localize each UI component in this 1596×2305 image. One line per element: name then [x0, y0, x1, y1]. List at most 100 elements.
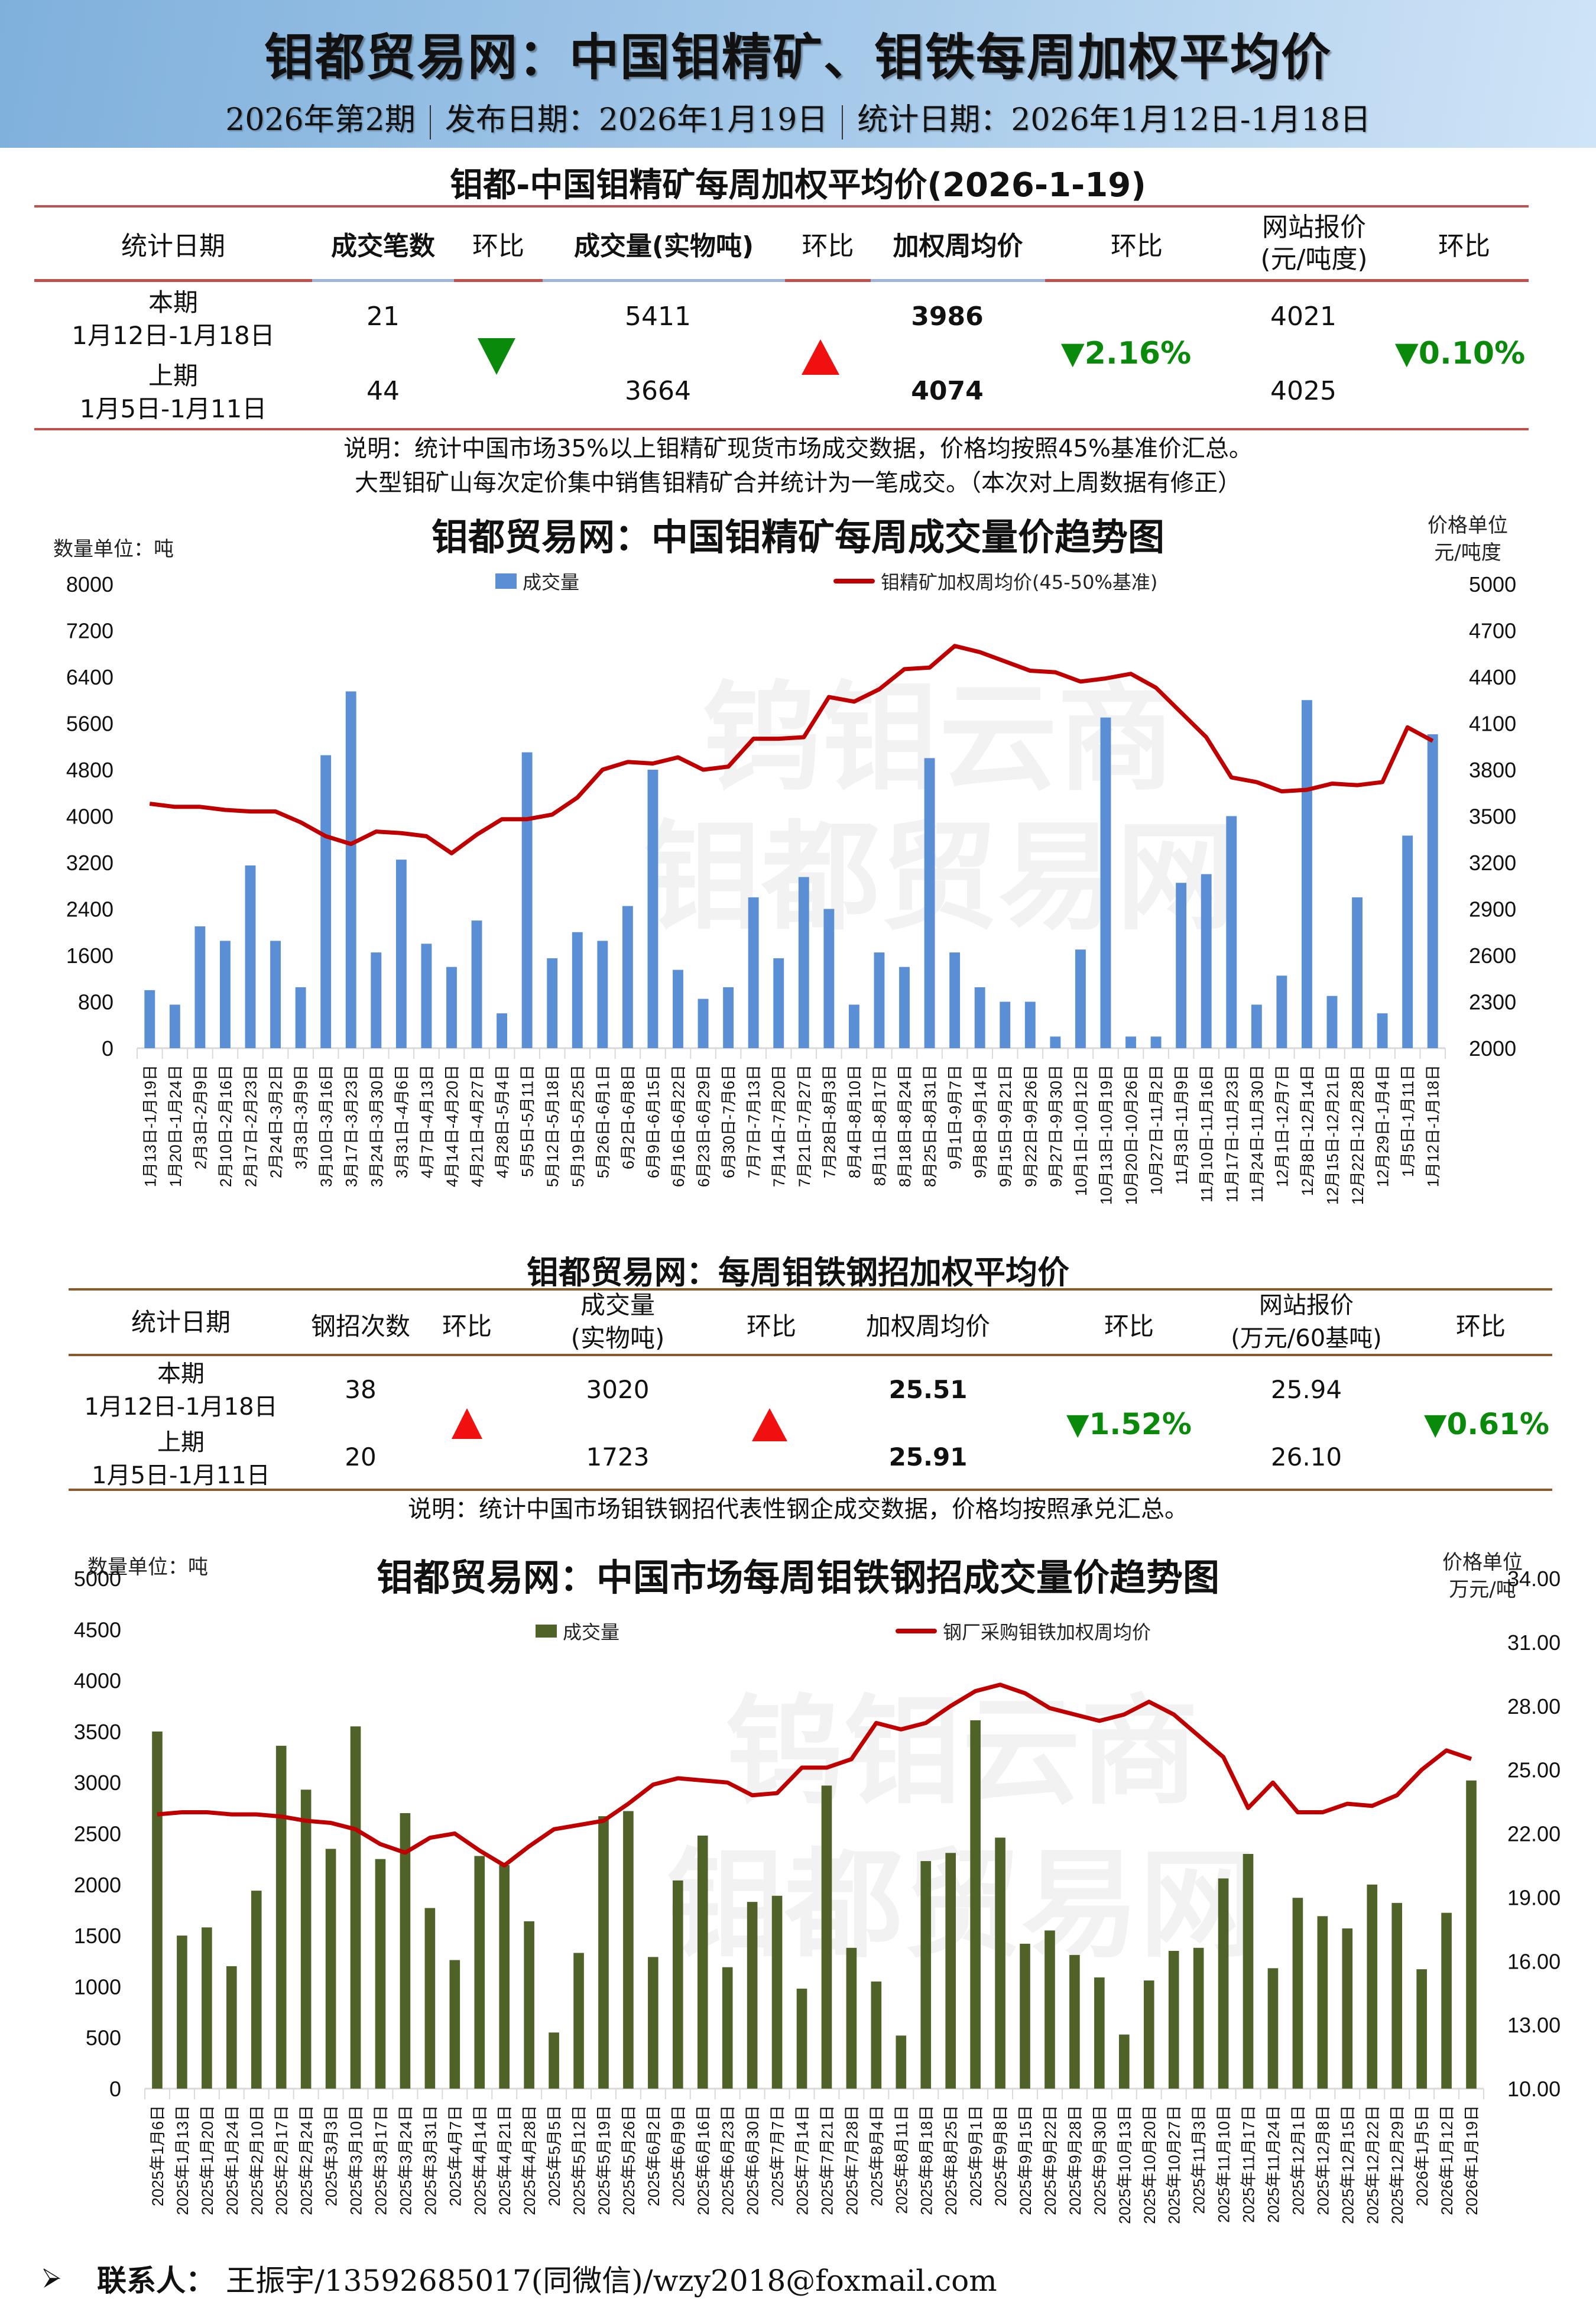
current-avg-price: 3986 — [911, 302, 984, 332]
svg-text:2025年9月1日: 2025年9月1日 — [967, 2105, 985, 2206]
table2-top-rule — [69, 1288, 1552, 1291]
svg-text:2025年11月24日: 2025年11月24日 — [1264, 2105, 1282, 2223]
bar — [1168, 1950, 1179, 2089]
svg-text:12月15日-12月21日: 12月15日-12月21日 — [1323, 1065, 1341, 1205]
col-header-bid-count: 钢招次数 — [310, 1312, 410, 1341]
svg-text:3200: 3200 — [1469, 851, 1516, 875]
col-header-change: 环比 — [1455, 1312, 1506, 1341]
svg-text:2025年6月23日: 2025年6月23日 — [719, 2105, 737, 2215]
col-header-change: 环比 — [472, 231, 524, 261]
chart1-legend-bar: 成交量 — [495, 568, 579, 595]
svg-text:4月28日-5月4日: 4月28日-5月4日 — [494, 1065, 511, 1178]
svg-text:13.00: 13.00 — [1507, 2013, 1561, 2037]
svg-text:2025年10月27日: 2025年10月27日 — [1166, 2105, 1183, 2224]
svg-text:9月27日-9月30日: 9月27日-9月30日 — [1047, 1065, 1065, 1187]
svg-text:2000: 2000 — [74, 1873, 121, 1897]
bar — [974, 987, 985, 1048]
svg-text:2025年3月10日: 2025年3月10日 — [348, 2105, 365, 2215]
bar — [521, 752, 533, 1048]
col-header-site-price: 网站报价 (万元/60基吨) — [1231, 1292, 1382, 1352]
svg-text:2025年6月16日: 2025年6月16日 — [695, 2105, 712, 2215]
bar — [899, 967, 910, 1048]
bar — [821, 1785, 832, 2089]
divider — [842, 105, 844, 140]
svg-text:2025年4月7日: 2025年4月7日 — [446, 2105, 464, 2206]
count-down-arrow-icon — [478, 338, 515, 375]
svg-text:1500: 1500 — [74, 1924, 121, 1948]
svg-text:8月11日-8月17日: 8月11日-8月17日 — [871, 1065, 888, 1186]
svg-text:5000: 5000 — [74, 1567, 121, 1591]
svg-text:2900: 2900 — [1469, 897, 1516, 922]
svg-text:2025年8月18日: 2025年8月18日 — [917, 2105, 935, 2215]
svg-text:2026年1月5日: 2026年1月5日 — [1413, 2105, 1431, 2206]
col-header-change: 环比 — [802, 231, 854, 261]
bar — [748, 897, 759, 1048]
col-header-count: 成交笔数 — [331, 231, 435, 261]
svg-text:8000: 8000 — [66, 572, 113, 596]
bar — [1201, 874, 1212, 1048]
bar — [1276, 975, 1287, 1048]
table2-header-rule — [69, 1354, 1552, 1356]
bar — [226, 1966, 237, 2089]
svg-text:2025年2月10日: 2025年2月10日 — [248, 2105, 266, 2215]
row-current-date: 本期 1月12日-1月18日 — [72, 288, 275, 350]
svg-text:800: 800 — [78, 990, 113, 1014]
svg-text:6月23日-6月29日: 6月23日-6月29日 — [695, 1065, 713, 1187]
col-header-avg-price: 加权周均价 — [865, 1312, 990, 1341]
svg-text:2025年10月13日: 2025年10月13日 — [1116, 2105, 1134, 2224]
table1-top-rule — [34, 205, 1529, 208]
svg-text:2026年1月19日: 2026年1月19日 — [1463, 2105, 1481, 2215]
bar — [1075, 949, 1086, 1048]
bar — [796, 1988, 807, 2089]
bar — [771, 1895, 783, 2089]
svg-text:钼都贸易网: 钼都贸易网 — [666, 1839, 1257, 1971]
bar — [874, 952, 885, 1048]
current-volume: 5411 — [625, 302, 691, 332]
svg-text:2月24日-3月2日: 2月24日-3月2日 — [267, 1065, 285, 1178]
svg-text:2025年11月10日: 2025年11月10日 — [1215, 2105, 1233, 2223]
col-header-change: 环比 — [746, 1312, 796, 1341]
bar — [220, 941, 231, 1048]
bar — [446, 967, 457, 1048]
bar — [798, 877, 809, 1048]
svg-text:2025年5月12日: 2025年5月12日 — [570, 2105, 588, 2215]
svg-text:2025年11月17日: 2025年11月17日 — [1240, 2105, 1258, 2223]
svg-text:5600: 5600 — [66, 712, 113, 736]
bar — [1441, 1912, 1452, 2089]
previous-volume: 3664 — [625, 376, 691, 406]
svg-text:2025年1月13日: 2025年1月13日 — [174, 2105, 192, 2215]
svg-text:11月17日-11月23日: 11月17日-11月23日 — [1223, 1065, 1241, 1202]
svg-text:2025年1月24日: 2025年1月24日 — [223, 2105, 241, 2215]
previous-avg-price: 4074 — [911, 376, 984, 406]
svg-text:5月5日-5月11日: 5月5日-5月11日 — [519, 1065, 537, 1177]
bar — [549, 2032, 559, 2089]
col-header-volume: 成交量(实物吨) — [570, 1291, 665, 1353]
svg-text:2025年6月30日: 2025年6月30日 — [744, 2105, 762, 2215]
svg-text:2025年7月28日: 2025年7月28日 — [843, 2105, 861, 2215]
table1: 统计日期 成交笔数 环比 成交量(实物吨) 环比 加权周均价 环比 网站报价 (元… — [34, 208, 1529, 279]
bar — [1416, 1969, 1427, 2089]
svg-text:500: 500 — [86, 2026, 121, 2050]
chart2-title: 钼都贸易网：中国市场每周钼铁钢招成交量价趋势图 — [376, 1556, 1219, 1599]
bar — [1317, 1916, 1328, 2089]
bar — [1000, 1001, 1011, 1048]
legend-line-swatch — [833, 579, 875, 583]
bar — [1367, 1884, 1378, 2089]
svg-text:2025年12月1日: 2025年12月1日 — [1289, 2105, 1307, 2215]
svg-text:4700: 4700 — [1469, 619, 1516, 643]
bar — [449, 1960, 460, 2089]
bar — [945, 1853, 956, 2089]
bar — [823, 909, 835, 1048]
svg-text:2025年6月9日: 2025年6月9日 — [670, 2105, 687, 2206]
bar — [747, 1902, 758, 2089]
bar — [499, 1865, 510, 2089]
svg-text:3800: 3800 — [1469, 758, 1516, 782]
bar — [424, 1908, 436, 2089]
publish-date: 发布日期：2026年1月19日 — [445, 102, 828, 138]
svg-text:11月3日-11月9日: 11月3日-11月9日 — [1173, 1065, 1190, 1185]
bar — [1301, 700, 1312, 1048]
bar — [673, 970, 683, 1048]
bar — [1377, 1013, 1388, 1048]
svg-text:2025年9月15日: 2025年9月15日 — [1017, 2105, 1034, 2215]
